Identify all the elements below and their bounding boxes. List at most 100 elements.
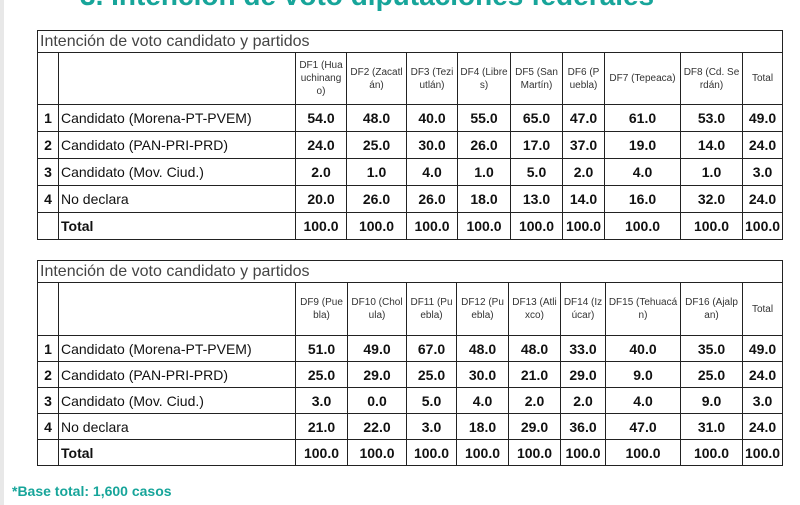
value-cell: 18.0 bbox=[456, 413, 509, 440]
table-row: 2 Candidato (PAN-PRI-PRD) 25.0 29.0 25.0 30.0… bbox=[37, 361, 784, 388]
blank-cell bbox=[37, 439, 59, 466]
row-index: 4 bbox=[37, 413, 59, 440]
value-cell: 25.0 bbox=[295, 361, 348, 388]
value-cell: 18.0 bbox=[457, 185, 511, 213]
value-cell: 29.0 bbox=[560, 361, 606, 388]
value-cell: 24.0 bbox=[741, 413, 784, 440]
table-row: 3 Candidato (Mov. Ciud.) 3.0 0.0 5.0 4.0 2.0 2.… bbox=[37, 387, 784, 414]
value-cell: 36.0 bbox=[560, 413, 606, 440]
column-header: DF8 (Cd. Serdán) bbox=[680, 52, 743, 105]
column-header: DF6 (Puebla) bbox=[562, 52, 605, 105]
column-header: Total bbox=[741, 282, 784, 336]
value-cell: 61.0 bbox=[604, 104, 681, 132]
row-index: 1 bbox=[37, 335, 59, 362]
value-cell: 47.0 bbox=[605, 413, 681, 440]
value-cell: 100.0 bbox=[680, 439, 743, 466]
value-cell: 4.0 bbox=[406, 158, 458, 186]
value-cell: 47.0 bbox=[562, 104, 605, 132]
column-header: Total bbox=[741, 52, 784, 105]
row-label: No declara bbox=[58, 413, 296, 440]
column-header: DF4 (Libres) bbox=[457, 52, 511, 105]
value-cell: 2.0 bbox=[562, 158, 605, 186]
column-header: DF16 (Ajalpan) bbox=[680, 282, 743, 336]
value-cell: 100.0 bbox=[741, 212, 784, 240]
caption-row: Intención de voto candidato y partidos bbox=[36, 260, 784, 283]
value-cell: 40.0 bbox=[605, 335, 681, 362]
value-cell: 100.0 bbox=[680, 212, 743, 240]
row-index: 1 bbox=[37, 104, 59, 132]
value-cell: 26.0 bbox=[406, 185, 458, 213]
column-header: DF10 (Cholula) bbox=[347, 282, 407, 336]
table-row: 3 Candidato (Mov. Ciud.) 2.0 1.0 4.0 1.0 5.0 2.… bbox=[37, 158, 784, 186]
value-cell: 100.0 bbox=[346, 212, 407, 240]
row-index: 3 bbox=[37, 158, 59, 186]
edge bbox=[0, 0, 4, 505]
table-row: 1 Candidato (Morena-PT-PVEM) 51.0 49.0 67.0 4… bbox=[37, 335, 784, 362]
row-label: Candidato (PAN-PRI-PRD) bbox=[58, 361, 296, 388]
table-body: Intención de voto candidato y partidos DF… bbox=[36, 260, 784, 466]
value-cell: 49.0 bbox=[741, 104, 784, 132]
page-title: 3. Intención de voto diputaciones federa… bbox=[80, 0, 654, 12]
value-cell: 4.0 bbox=[605, 387, 681, 414]
row-index: 4 bbox=[37, 185, 59, 213]
value-cell: 17.0 bbox=[510, 131, 563, 159]
value-cell: 55.0 bbox=[457, 104, 511, 132]
row-label: Candidato (Mov. Ciud.) bbox=[58, 387, 296, 414]
value-cell: 100.0 bbox=[508, 439, 561, 466]
value-cell: 29.0 bbox=[347, 361, 407, 388]
data-table: Intención de voto candidato y partidos DF… bbox=[36, 30, 784, 240]
value-cell: 1.0 bbox=[457, 158, 511, 186]
value-cell: 48.0 bbox=[456, 335, 509, 362]
column-header: DF15 (Tehuacán) bbox=[605, 282, 681, 336]
table-row: 1 Candidato (Morena-PT-PVEM) 54.0 48.0 40.0 5… bbox=[37, 104, 784, 132]
value-cell: 100.0 bbox=[406, 212, 458, 240]
value-cell: 3.0 bbox=[741, 387, 784, 414]
value-cell: 100.0 bbox=[560, 439, 606, 466]
value-cell: 100.0 bbox=[562, 212, 605, 240]
value-cell: 3.0 bbox=[741, 158, 784, 186]
column-header: DF3 (Teziutlán) bbox=[406, 52, 458, 105]
value-cell: 100.0 bbox=[456, 439, 509, 466]
blank-cell bbox=[58, 52, 296, 105]
value-cell: 100.0 bbox=[605, 439, 681, 466]
value-cell: 26.0 bbox=[346, 185, 407, 213]
value-cell: 100.0 bbox=[406, 439, 457, 466]
value-cell: 20.0 bbox=[295, 185, 347, 213]
column-header: DF9 (Puebla) bbox=[295, 282, 348, 336]
value-cell: 37.0 bbox=[562, 131, 605, 159]
value-cell: 33.0 bbox=[560, 335, 606, 362]
value-cell: 21.0 bbox=[508, 361, 561, 388]
value-cell: 2.0 bbox=[295, 158, 347, 186]
value-cell: 100.0 bbox=[604, 212, 681, 240]
value-cell: 25.0 bbox=[406, 361, 457, 388]
row-index: 2 bbox=[37, 131, 59, 159]
value-cell: 31.0 bbox=[680, 413, 743, 440]
row-label: Candidato (Morena-PT-PVEM) bbox=[58, 335, 296, 362]
value-cell: 48.0 bbox=[508, 335, 561, 362]
value-cell: 100.0 bbox=[295, 439, 348, 466]
value-cell: 21.0 bbox=[295, 413, 348, 440]
blank-cell bbox=[58, 282, 296, 336]
blank-cell bbox=[37, 282, 59, 336]
value-cell: 53.0 bbox=[680, 104, 743, 132]
footnote: *Base total: 1,600 casos bbox=[12, 483, 172, 499]
data-table: Intención de voto candidato y partidos DF… bbox=[36, 260, 784, 466]
value-cell: 100.0 bbox=[510, 212, 563, 240]
table-row: Total 100.0 100.0 100.0 100.0 100.0 100.0 100.0… bbox=[37, 212, 784, 240]
value-cell: 49.0 bbox=[741, 335, 784, 362]
value-cell: 13.0 bbox=[510, 185, 563, 213]
value-cell: 16.0 bbox=[604, 185, 681, 213]
value-cell: 30.0 bbox=[456, 361, 509, 388]
column-header: DF5 (San Martín) bbox=[510, 52, 563, 105]
row-label: Candidato (Morena-PT-PVEM) bbox=[58, 104, 296, 132]
value-cell: 100.0 bbox=[741, 439, 784, 466]
value-cell: 22.0 bbox=[347, 413, 407, 440]
value-cell: 100.0 bbox=[347, 439, 407, 466]
value-cell: 9.0 bbox=[605, 361, 681, 388]
column-header: DF1 (Huauchinango) bbox=[295, 52, 347, 105]
value-cell: 1.0 bbox=[680, 158, 743, 186]
column-header: DF2 (Zacatlán) bbox=[346, 52, 407, 105]
row-index: 2 bbox=[37, 361, 59, 388]
blank-cell bbox=[37, 212, 59, 240]
table-row: 2 Candidato (PAN-PRI-PRD) 24.0 25.0 30.0 26.0… bbox=[37, 131, 784, 159]
